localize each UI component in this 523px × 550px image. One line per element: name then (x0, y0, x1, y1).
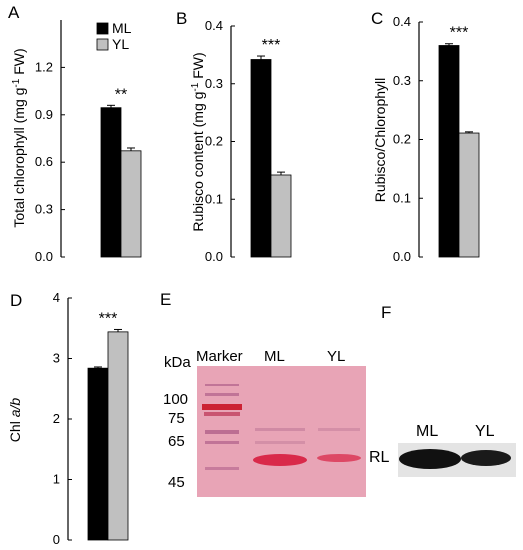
y-axis-label: Rubisco content (mg g-1 FW) (190, 52, 206, 231)
chart-panel-c: C 0.0 0.1 0.2 0.3 0.4 Rubisco/Chlorophyll *** (371, 9, 480, 264)
gel-lane-label-marker: Marker (196, 348, 243, 365)
y-tick-label: 3 (53, 351, 60, 366)
marker-band-65 (205, 430, 239, 434)
y-tick-label: 0.2 (393, 132, 411, 147)
y-tick-label: 2 (53, 411, 60, 426)
rl-label: RL (369, 449, 390, 466)
gel-lane-label-ml: ML (264, 348, 285, 365)
legend-swatch-ml (96, 22, 109, 35)
panel-label-b: B (176, 9, 187, 28)
blot-lane-label-yl: YL (475, 423, 495, 440)
bar-yl (458, 132, 480, 258)
gel-panel: E kDa Marker ML YL 100 75 65 45 RL (160, 290, 390, 497)
y-tick-label: 4 (53, 290, 60, 305)
y-tick-label: 1 (53, 472, 60, 487)
y-axis-label: Rubisco/Chlorophyll (372, 78, 388, 203)
bar-yl (270, 174, 292, 258)
sample-band-faint (318, 428, 360, 431)
legend-label-yl: YL (112, 36, 129, 52)
bar-yl (107, 331, 129, 541)
marker-size-100: 100 (163, 391, 188, 408)
marker-band (205, 441, 239, 444)
gel-lane-label-yl: YL (327, 348, 345, 365)
marker-size-45: 45 (168, 474, 185, 491)
y-tick-label: 0.0 (35, 249, 53, 264)
significance-label: *** (262, 37, 281, 54)
marker-band (205, 384, 239, 386)
marker-size-75: 75 (168, 410, 185, 427)
y-tick-label: 1.2 (35, 59, 53, 74)
y-axis-label: Total chlorophyll (mg g-1 FW) (11, 48, 27, 227)
blot-band-ml (399, 449, 461, 469)
y-tick-label: 0.0 (393, 249, 411, 264)
marker-band-75 (202, 404, 242, 410)
marker-band (204, 412, 240, 416)
y-tick-label: 0.3 (393, 73, 411, 88)
y-tick-label: 0.6 (35, 154, 53, 169)
y-tick-label: 0.2 (205, 134, 223, 149)
panel-label-f: F (381, 303, 391, 322)
chart-panel-b: B 0.0 0.1 0.2 0.3 0.4 Rubisco content (mg g-1 … (176, 9, 292, 264)
significance-label: *** (99, 310, 118, 327)
y-axis-label: Chl a/b (7, 398, 23, 443)
legend-swatch-yl (96, 38, 109, 51)
y-tick-label: 0.9 (35, 107, 53, 122)
blot-lane-label-ml: ML (416, 423, 438, 440)
bar-yl (120, 150, 142, 258)
y-tick-label: 0.0 (205, 249, 223, 264)
y-tick-label: 0.4 (205, 18, 223, 33)
chart-panel-d: D 0 1 2 3 4 Chl a/b *** (7, 290, 129, 547)
panel-label-e: E (160, 290, 171, 309)
rl-band-yl (317, 454, 361, 462)
significance-label: ** (115, 86, 127, 103)
y-tick-label: 0.4 (393, 14, 411, 29)
bar-ml (100, 107, 122, 258)
marker-band (205, 393, 239, 396)
significance-label: *** (450, 25, 469, 42)
legend-label-ml: ML (112, 20, 132, 36)
bar-ml (87, 367, 109, 541)
sample-band-faint (255, 441, 305, 444)
rl-band-ml (253, 454, 307, 466)
panel-label-d: D (10, 291, 22, 310)
blot-panel: F ML YL (381, 303, 516, 477)
bar-ml (250, 59, 272, 258)
y-tick-label: 0.3 (205, 76, 223, 91)
y-tick-label: 0.1 (393, 190, 411, 205)
panel-label-c: C (371, 9, 383, 28)
y-tick-label: 0 (53, 532, 60, 547)
panel-label-a: A (8, 3, 20, 22)
gel-unit-label: kDa (164, 354, 191, 371)
sample-band-faint (255, 428, 305, 431)
bar-ml (438, 45, 460, 258)
marker-band-45 (205, 467, 239, 470)
y-tick-label: 0.3 (35, 202, 53, 217)
blot-band-yl (461, 450, 511, 466)
y-tick-label: 0.1 (205, 191, 223, 206)
chart-panel-a: A 0.0 0.3 0.6 0.9 1.2 Total chlorophyll (mg g-… (8, 3, 142, 264)
marker-size-65: 65 (168, 433, 185, 450)
